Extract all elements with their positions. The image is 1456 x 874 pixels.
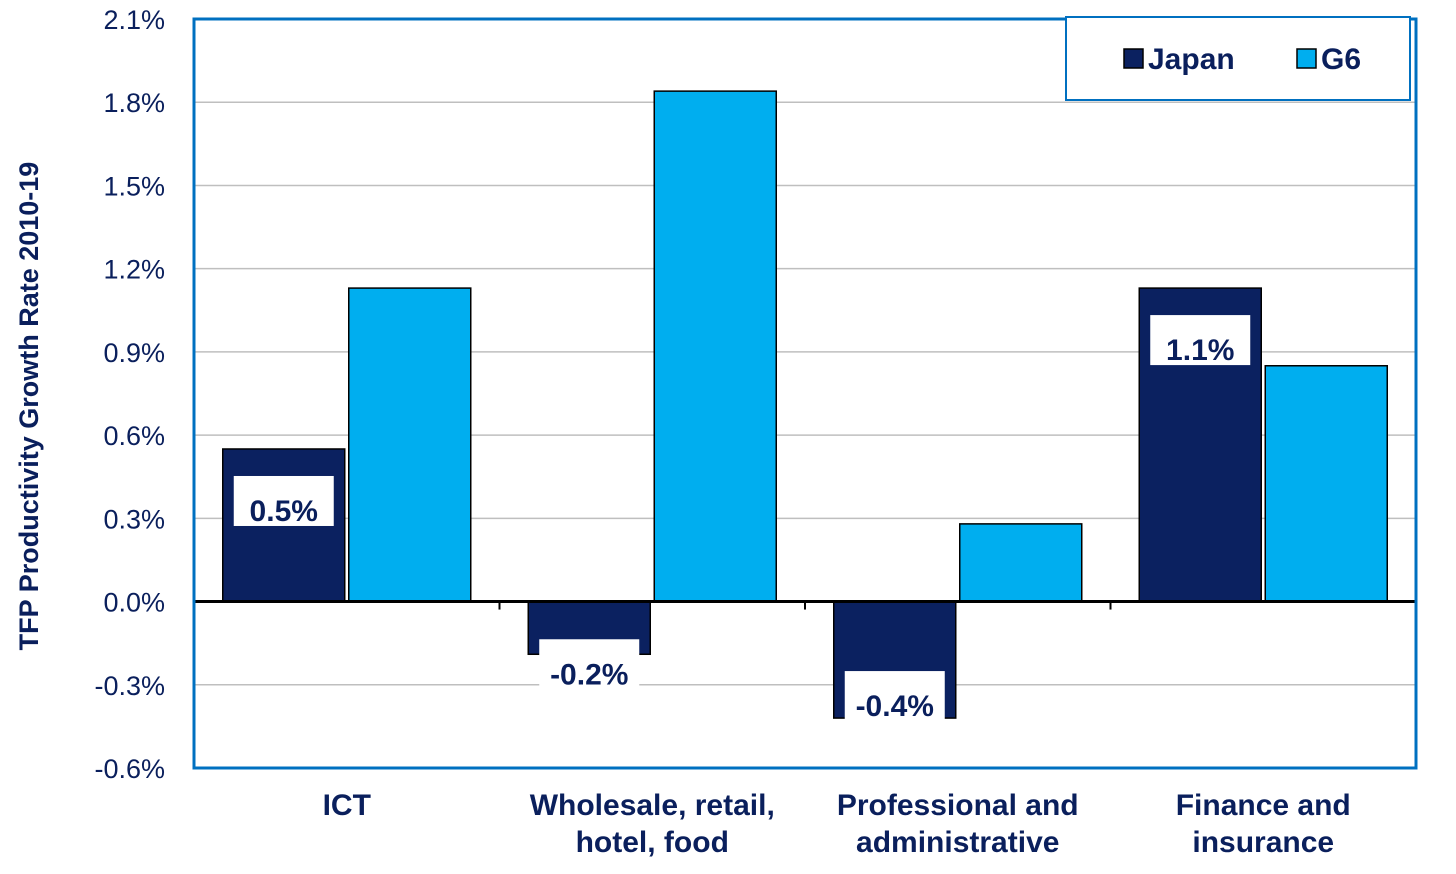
legend-swatch-g6 (1296, 48, 1317, 69)
x-category-label: Wholesale, retail, (530, 789, 775, 822)
y-tick-label: 0.6% (103, 421, 165, 451)
x-category-label: hotel, food (576, 826, 729, 859)
y-tick-label: -0.3% (94, 671, 165, 701)
data-label: -0.2% (550, 658, 628, 691)
bar-g6 (959, 523, 1083, 603)
bars (222, 90, 1388, 719)
y-axis-ticks: -0.6% -0.3% 0.0% 0.3% 0.6% 0.9% 1.2% 1.5% 1.8% 2.… (94, 5, 165, 784)
y-tick-label: 1.8% (103, 88, 165, 118)
data-label-box (539, 639, 640, 690)
x-category-label: Finance and (1176, 789, 1351, 822)
legend-label-japan: Japan (1148, 43, 1235, 76)
legend-label-g6: G6 (1321, 43, 1361, 76)
legend: Japan G6 (1065, 16, 1411, 101)
x-category-label: Professional and (837, 789, 1079, 822)
plot-frame (192, 17, 1418, 770)
x-category-label: ICT (323, 789, 371, 822)
data-label-box (844, 671, 945, 722)
data-label-box (1150, 315, 1251, 366)
category-labels: ICT Wholesale, retail, hotel, food Professi… (323, 789, 1351, 859)
legend-swatch-japan (1123, 48, 1144, 69)
y-tick-label: 2.1% (103, 5, 165, 35)
y-axis-label: TFP Productivity Growth Rate 2010-19 (14, 162, 44, 651)
bar-g6 (1264, 365, 1388, 603)
x-category-label: insurance (1192, 826, 1334, 859)
data-label: 1.1% (1166, 334, 1234, 367)
y-tick-label: 0.9% (103, 338, 165, 368)
bar-g6 (348, 287, 472, 603)
data-label-box (233, 475, 334, 526)
data-labels: 0.5% -0.2% -0.4% 1.1% (233, 315, 1251, 723)
data-label: 0.5% (250, 495, 318, 528)
y-tick-label: 1.2% (103, 255, 165, 285)
y-tick-label: 1.5% (103, 171, 165, 201)
data-label: -0.4% (856, 690, 934, 723)
bar-g6 (653, 90, 777, 603)
y-tick-label: -0.6% (94, 754, 165, 784)
y-tick-label: 0.0% (103, 588, 165, 618)
x-category-label: administrative (856, 826, 1059, 859)
y-tick-label: 0.3% (103, 504, 165, 534)
